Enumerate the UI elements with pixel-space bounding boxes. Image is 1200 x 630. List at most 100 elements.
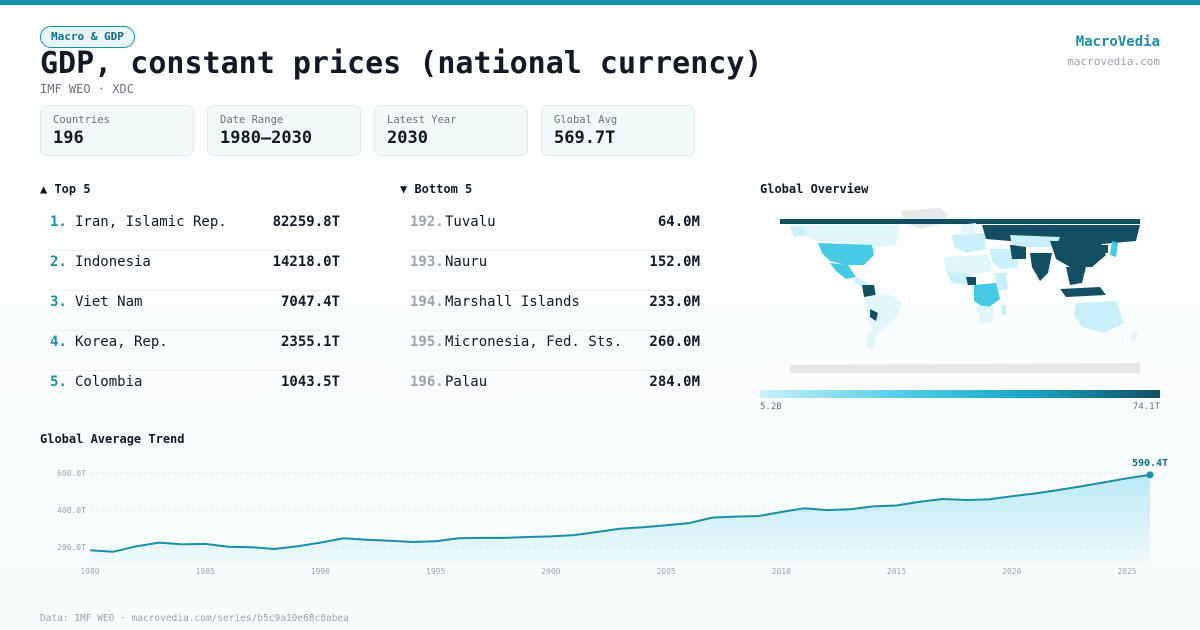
trend-heading: Global Average Trend [40, 432, 185, 446]
y-tick-label: 200.0T [57, 543, 86, 552]
page-title: GDP, constant prices (national currency) [40, 46, 763, 81]
rank-number: 1. [50, 214, 67, 230]
map-region-southern-cone[interactable] [866, 331, 878, 350]
map-region-peru-chile[interactable] [870, 309, 878, 321]
trend-chart[interactable]: 200.0T 400.0T 600.0T 1980 1985 1990 1995 2000 20… [40, 450, 1180, 580]
country-name: Indonesia [75, 254, 151, 270]
top5-row[interactable]: 5. Colombia 1043.5T [50, 371, 340, 411]
stat-value: 196 [53, 128, 84, 148]
trend-last-value-label: 590.4T [1132, 458, 1168, 469]
brand-url[interactable]: macrovedia.com [1067, 55, 1160, 68]
bottom5-row[interactable]: 196. Palau 284.0M [410, 371, 700, 411]
map-region-southern-africa[interactable] [976, 305, 994, 323]
rank-number: 192. [410, 214, 444, 230]
country-name: Tuvalu [445, 214, 496, 230]
rank-number: 2. [50, 254, 67, 270]
map-region-southeast-asia[interactable] [1066, 267, 1086, 285]
country-value: 284.0M [649, 374, 700, 390]
x-tick-label: 1985 [196, 567, 215, 576]
map-region-alaska[interactable] [790, 227, 806, 237]
map-region-central-africa[interactable] [974, 283, 1000, 309]
stat-card-countries: Countries 196 [40, 105, 194, 156]
country-value: 7047.4T [280, 294, 340, 310]
country-value: 152.0M [649, 254, 700, 270]
map-region-china[interactable] [1050, 241, 1106, 267]
map-region-korea[interactable] [1102, 245, 1108, 253]
top5-row[interactable]: 4. Korea, Rep. 2355.1T [50, 331, 340, 371]
stat-card-global-avg: Global Avg 569.7T [541, 105, 695, 156]
y-tick-label: 400.0T [57, 506, 86, 515]
map-region-south-america[interactable] [864, 293, 902, 335]
map-region-europe[interactable] [952, 233, 986, 253]
map-region-arctic-strip [780, 219, 1140, 224]
country-name: Korea, Rep. [75, 334, 168, 350]
map-region-greenland[interactable] [900, 208, 948, 229]
trend-last-point[interactable] [1146, 471, 1154, 479]
trend-line [89, 473, 1151, 553]
country-name: Iran, Islamic Rep. [75, 214, 227, 230]
x-tick-label: 2005 [656, 567, 675, 576]
country-value: 82259.8T [272, 214, 340, 230]
bottom5-row[interactable]: 192. Tuvalu 64.0M [410, 211, 700, 251]
map-region-central-asia[interactable] [1010, 235, 1060, 247]
map-region-middle-east[interactable] [990, 249, 1018, 269]
x-tick-label: 1990 [311, 567, 330, 576]
category-badge[interactable]: Macro & GDP [40, 26, 135, 48]
stat-label: Countries [53, 114, 110, 126]
country-value: 260.0M [649, 334, 700, 350]
y-tick-label: 600.0T [57, 469, 86, 478]
x-tick-label: 2015 [887, 567, 906, 576]
map-region-japan[interactable] [1110, 241, 1118, 257]
map-region-usa[interactable] [818, 243, 874, 265]
rank-number: 195. [410, 334, 444, 350]
bottom5-row[interactable]: 193. Nauru 152.0M [410, 251, 700, 291]
rank-number: 193. [410, 254, 444, 270]
map-region-new-zealand[interactable] [1130, 331, 1138, 343]
top-accent-bar [0, 0, 1200, 5]
trend-area [90, 474, 1150, 562]
country-name: Palau [445, 374, 488, 390]
map-region-scandinavia[interactable] [960, 223, 976, 235]
top5-row[interactable]: 3. Viet Nam 7047.4T [50, 291, 340, 331]
map-region-east-africa[interactable] [994, 273, 1008, 291]
footer-source[interactable]: Data: IMF WEO · macrovedia.com/series/b5… [40, 613, 349, 624]
map-heading: Global Overview [760, 182, 869, 196]
map-region-central-america[interactable] [854, 277, 868, 287]
top5-row[interactable]: 1. Iran, Islamic Rep. 82259.8T [50, 211, 340, 251]
bottom5-row[interactable]: 194. Marshall Islands 233.0M [410, 291, 700, 331]
map-region-mexico[interactable] [830, 263, 856, 279]
map-region-australia[interactable] [1074, 301, 1124, 333]
country-name: Viet Nam [75, 294, 143, 310]
trend-chart-svg: 200.0T 400.0T 600.0T 1980 1985 1990 1995 2000 20… [57, 458, 1168, 576]
rank-number: 4. [50, 334, 67, 350]
map-region-colombia[interactable] [862, 285, 876, 297]
bottom5-row[interactable]: 195. Micronesia, Fed. Sts. 260.0M [410, 331, 700, 371]
brand-name[interactable]: MacroVedia [1075, 34, 1160, 50]
country-name: Nauru [445, 254, 488, 270]
x-tick-label: 2025 [1117, 567, 1136, 576]
map-region-iran[interactable] [1010, 245, 1026, 259]
x-tick-label: 2000 [541, 567, 560, 576]
world-map-svg [780, 208, 1140, 373]
stat-label: Global Avg [554, 114, 618, 126]
stat-label: Date Range [220, 114, 284, 126]
map-region-nigeria[interactable] [966, 277, 976, 285]
map-region-north-africa[interactable] [944, 255, 992, 275]
world-map[interactable] [760, 205, 1160, 380]
rank-number: 5. [50, 374, 67, 390]
country-value: 14218.0T [272, 254, 340, 270]
map-region-canada[interactable] [790, 225, 900, 247]
bottom5-heading: ▼ Bottom 5 [400, 182, 473, 196]
rank-number: 196. [410, 374, 444, 390]
country-name: Micronesia, Fed. Sts. [445, 334, 623, 350]
map-region-madagascar[interactable] [1002, 305, 1006, 315]
map-region-west-africa[interactable] [946, 271, 972, 285]
top5-row[interactable]: 2. Indonesia 14218.0T [50, 251, 340, 291]
stat-card-date-range: Date Range 1980–2030 [207, 105, 361, 156]
x-tick-label: 2010 [772, 567, 791, 576]
stat-label: Latest Year [387, 114, 457, 126]
rank-number: 3. [50, 294, 67, 310]
legend-min-label: 5.2B [760, 402, 782, 412]
map-region-indonesia[interactable] [1060, 287, 1106, 297]
map-region-india[interactable] [1030, 253, 1052, 281]
